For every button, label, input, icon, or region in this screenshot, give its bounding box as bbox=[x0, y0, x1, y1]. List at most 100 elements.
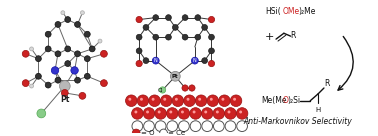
Circle shape bbox=[216, 111, 219, 113]
Circle shape bbox=[81, 11, 84, 15]
Circle shape bbox=[129, 98, 131, 101]
Circle shape bbox=[45, 31, 51, 37]
Circle shape bbox=[172, 95, 184, 106]
Circle shape bbox=[163, 98, 166, 101]
Circle shape bbox=[155, 121, 166, 132]
Circle shape bbox=[55, 51, 61, 57]
Text: OMe: OMe bbox=[283, 7, 300, 16]
Circle shape bbox=[74, 21, 81, 27]
Circle shape bbox=[160, 129, 167, 136]
Circle shape bbox=[204, 111, 207, 113]
Circle shape bbox=[84, 56, 90, 62]
Circle shape bbox=[143, 24, 149, 30]
Circle shape bbox=[136, 60, 142, 67]
Circle shape bbox=[222, 98, 225, 101]
Circle shape bbox=[61, 11, 65, 15]
Text: )₂Me: )₂Me bbox=[299, 7, 316, 16]
Circle shape bbox=[184, 95, 195, 106]
Circle shape bbox=[65, 17, 71, 22]
Circle shape bbox=[36, 56, 41, 62]
Text: Me(Me: Me(Me bbox=[261, 96, 287, 105]
Circle shape bbox=[166, 34, 171, 40]
Circle shape bbox=[55, 21, 61, 27]
Circle shape bbox=[98, 39, 102, 43]
Circle shape bbox=[36, 73, 41, 79]
Circle shape bbox=[55, 77, 61, 83]
Circle shape bbox=[182, 85, 188, 91]
Circle shape bbox=[178, 108, 190, 119]
Circle shape bbox=[208, 60, 215, 67]
Circle shape bbox=[65, 61, 71, 67]
Circle shape bbox=[84, 73, 90, 79]
Circle shape bbox=[202, 58, 208, 64]
Text: Anti-Markovnikov Selectivity: Anti-Markovnikov Selectivity bbox=[243, 117, 352, 126]
Circle shape bbox=[209, 34, 214, 40]
Circle shape bbox=[152, 98, 155, 101]
Circle shape bbox=[143, 58, 149, 64]
Circle shape bbox=[84, 31, 90, 37]
Circle shape bbox=[101, 80, 107, 86]
Circle shape bbox=[175, 98, 178, 101]
Circle shape bbox=[178, 121, 189, 132]
Circle shape bbox=[51, 67, 59, 74]
Circle shape bbox=[207, 95, 218, 106]
Circle shape bbox=[201, 108, 213, 119]
Circle shape bbox=[190, 121, 201, 132]
Circle shape bbox=[172, 24, 178, 30]
Circle shape bbox=[170, 71, 180, 81]
Circle shape bbox=[225, 108, 236, 119]
Circle shape bbox=[236, 108, 248, 119]
Circle shape bbox=[191, 57, 198, 64]
Circle shape bbox=[79, 92, 86, 99]
Circle shape bbox=[214, 121, 224, 132]
Circle shape bbox=[132, 108, 143, 119]
Circle shape bbox=[101, 50, 107, 57]
Circle shape bbox=[125, 95, 137, 106]
Circle shape bbox=[190, 108, 201, 119]
Circle shape bbox=[61, 89, 68, 96]
Circle shape bbox=[210, 98, 213, 101]
Circle shape bbox=[181, 111, 184, 113]
Circle shape bbox=[153, 34, 159, 40]
Circle shape bbox=[213, 108, 225, 119]
Text: N: N bbox=[154, 58, 158, 63]
Circle shape bbox=[230, 95, 242, 106]
Circle shape bbox=[153, 15, 159, 21]
Circle shape bbox=[160, 95, 172, 106]
Circle shape bbox=[136, 48, 142, 54]
Text: Pt: Pt bbox=[60, 95, 70, 104]
Circle shape bbox=[45, 82, 51, 88]
Circle shape bbox=[135, 111, 137, 113]
Circle shape bbox=[166, 108, 178, 119]
Text: R: R bbox=[291, 31, 296, 40]
Circle shape bbox=[182, 15, 188, 21]
Circle shape bbox=[182, 34, 188, 40]
Text: )₂Si: )₂Si bbox=[288, 96, 301, 105]
Circle shape bbox=[195, 34, 201, 40]
Circle shape bbox=[195, 15, 201, 21]
Circle shape bbox=[149, 95, 160, 106]
Circle shape bbox=[146, 111, 149, 113]
Circle shape bbox=[225, 121, 236, 132]
Circle shape bbox=[202, 121, 212, 132]
Circle shape bbox=[166, 15, 171, 21]
Circle shape bbox=[89, 46, 95, 52]
FancyArrowPatch shape bbox=[338, 36, 353, 90]
Circle shape bbox=[29, 47, 34, 51]
Text: HSi(: HSi( bbox=[265, 7, 281, 16]
Text: O: O bbox=[283, 96, 289, 105]
Circle shape bbox=[143, 108, 155, 119]
Circle shape bbox=[167, 121, 178, 132]
Circle shape bbox=[137, 95, 149, 106]
Circle shape bbox=[132, 129, 140, 136]
Circle shape bbox=[237, 121, 248, 132]
Text: N: N bbox=[193, 58, 197, 63]
Circle shape bbox=[193, 111, 195, 113]
Circle shape bbox=[37, 109, 46, 118]
Circle shape bbox=[144, 121, 154, 132]
Circle shape bbox=[140, 98, 143, 101]
Text: +: + bbox=[265, 32, 274, 42]
Circle shape bbox=[136, 16, 142, 23]
Text: = O: = O bbox=[141, 130, 155, 136]
Circle shape bbox=[198, 98, 201, 101]
